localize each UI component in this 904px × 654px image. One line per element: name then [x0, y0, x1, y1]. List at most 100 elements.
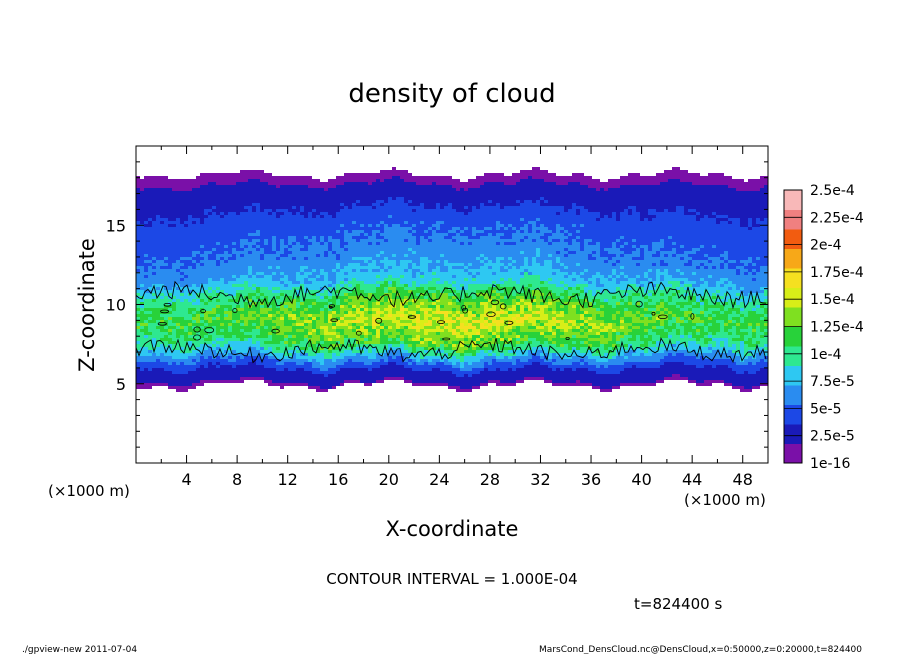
density-cell	[404, 377, 524, 380]
density-cell	[196, 263, 200, 266]
density-cell	[640, 254, 644, 257]
density-cell	[428, 263, 444, 266]
density-cell	[492, 329, 496, 332]
density-cell	[448, 344, 452, 347]
density-cell	[292, 326, 304, 329]
density-cell	[280, 239, 284, 242]
density-cell	[228, 251, 232, 254]
density-cell	[212, 287, 216, 290]
density-cell	[528, 338, 536, 341]
density-cell	[420, 272, 424, 275]
density-cell	[516, 326, 520, 329]
density-cell	[720, 323, 724, 326]
density-cell	[148, 335, 164, 338]
density-cell	[672, 299, 688, 302]
density-cell	[176, 269, 180, 272]
density-cell	[468, 293, 476, 296]
density-cell	[656, 209, 664, 212]
density-cell	[396, 329, 404, 332]
density-cell	[468, 314, 472, 317]
density-cell	[428, 239, 432, 242]
density-cell	[652, 242, 664, 245]
density-cell	[204, 314, 208, 317]
density-cell	[312, 317, 316, 320]
density-cell	[704, 293, 708, 296]
density-cell	[140, 221, 144, 224]
density-cell	[612, 323, 616, 326]
density-cell	[256, 230, 260, 233]
density-cell	[380, 323, 384, 326]
density-cell	[520, 311, 524, 314]
density-cell	[496, 260, 500, 263]
density-cell	[192, 311, 196, 314]
density-cell	[448, 314, 452, 317]
density-cell	[216, 341, 228, 344]
density-cell	[340, 308, 352, 311]
density-cell	[552, 230, 556, 233]
density-cell	[700, 305, 704, 308]
density-cell	[344, 281, 348, 284]
density-cell	[412, 302, 420, 305]
density-cell	[496, 317, 500, 320]
density-cell	[460, 329, 464, 332]
density-cell	[564, 284, 568, 287]
density-cell	[144, 299, 152, 302]
density-cell	[448, 341, 452, 344]
density-cell	[684, 317, 688, 320]
density-cell	[588, 368, 624, 371]
density-cell	[680, 317, 684, 320]
density-cell	[632, 311, 636, 314]
density-cell	[384, 239, 388, 242]
density-cell	[420, 353, 444, 356]
density-cell	[564, 332, 580, 335]
density-cell	[232, 326, 256, 329]
density-cell	[388, 314, 392, 317]
density-cell	[524, 296, 536, 299]
density-cell	[656, 320, 660, 323]
density-cell	[552, 368, 556, 371]
density-cell	[248, 269, 252, 272]
density-cell	[692, 272, 696, 275]
density-cell	[668, 296, 672, 299]
density-cell	[176, 329, 184, 332]
density-cell	[452, 203, 480, 206]
density-cell	[184, 263, 196, 266]
density-cell	[596, 359, 608, 362]
density-cell	[580, 275, 592, 278]
density-cell	[668, 323, 672, 326]
density-cell	[628, 206, 636, 209]
density-cell	[756, 344, 764, 347]
density-cell	[340, 203, 344, 206]
density-cell	[172, 329, 176, 332]
density-cell	[260, 341, 264, 344]
density-cell	[284, 299, 292, 302]
density-cell	[484, 368, 488, 371]
density-cell	[500, 380, 516, 383]
density-cell	[360, 341, 364, 344]
density-cell	[276, 305, 280, 308]
density-cell	[416, 362, 424, 365]
density-cell	[416, 320, 420, 323]
density-cell	[304, 287, 320, 290]
density-cell	[452, 284, 460, 287]
contour-blob	[436, 320, 445, 325]
density-cell	[564, 227, 748, 230]
density-cell	[256, 206, 260, 209]
density-cell	[672, 329, 676, 332]
density-cell	[464, 338, 468, 341]
density-cell	[196, 326, 200, 329]
density-cell	[760, 368, 768, 371]
density-cell	[508, 368, 512, 371]
density-cell	[240, 293, 248, 296]
density-cell	[320, 239, 324, 242]
density-cell	[452, 317, 456, 320]
density-cell	[532, 257, 536, 260]
density-cell	[524, 251, 536, 254]
density-cell	[524, 314, 532, 317]
density-cell	[616, 311, 620, 314]
density-cell	[560, 299, 584, 302]
density-cell	[308, 359, 312, 362]
density-cell	[724, 344, 728, 347]
density-cell	[384, 326, 388, 329]
density-cell	[524, 272, 528, 275]
